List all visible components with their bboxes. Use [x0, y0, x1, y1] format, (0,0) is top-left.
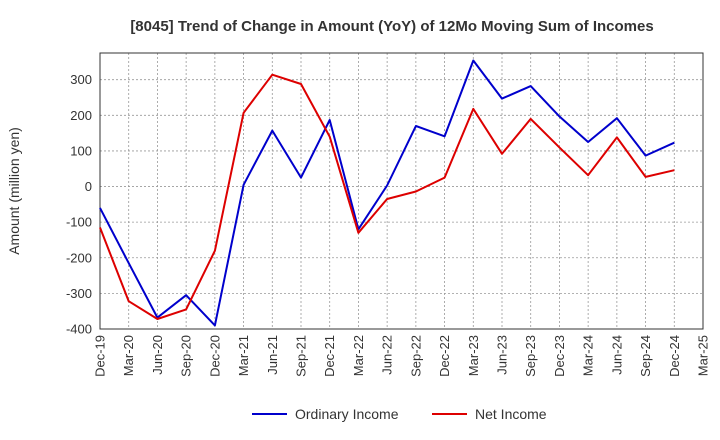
x-tick-label: Dec-24	[667, 335, 682, 377]
plot-area	[99, 52, 704, 330]
y-tick-label: 0	[85, 179, 92, 194]
x-tick-label: Sep-22	[408, 335, 423, 377]
x-tick-label: Mar-25	[696, 335, 711, 376]
y-tick-label: -200	[66, 250, 92, 265]
series-lines	[99, 59, 675, 327]
x-tick-label: Jun-23	[495, 335, 510, 375]
x-tick-label: Sep-23	[523, 335, 538, 377]
series-line-ordinary-income	[99, 59, 675, 327]
x-tick-label: Mar-22	[351, 335, 366, 376]
x-tick-label: Dec-23	[552, 335, 567, 377]
y-tick-label: 200	[70, 108, 92, 123]
x-tick-label: Dec-22	[437, 335, 452, 377]
x-tick-label: Jun-20	[150, 335, 165, 375]
legend-label: Ordinary Income	[295, 406, 399, 422]
x-tick-label: Jun-22	[380, 335, 395, 375]
x-tick-label: Dec-21	[322, 335, 337, 377]
x-tick-label: Mar-21	[236, 335, 251, 376]
legend: Ordinary Income Net Income	[252, 406, 547, 422]
x-tick-label: Mar-24	[581, 335, 596, 376]
x-tick-label: Sep-20	[179, 335, 194, 377]
legend-label: Net Income	[475, 406, 547, 422]
y-tick-label: 100	[70, 143, 92, 158]
x-tick-label: Sep-24	[638, 335, 653, 377]
x-tick-label: Mar-20	[121, 335, 136, 376]
x-tick-label: Jun-21	[265, 335, 280, 375]
y-tick-label: 300	[70, 72, 92, 87]
x-tick-label: Jun-24	[609, 335, 624, 375]
y-tick-label: -400	[66, 322, 92, 337]
y-axis-label: Amount (million yen)	[6, 127, 22, 255]
y-tick-label: -100	[66, 215, 92, 230]
x-tick-label: Dec-20	[207, 335, 222, 377]
x-axis-ticks: Dec-19 Mar-20 Jun-20 Sep-20 Dec-20 Mar-21 Jun-…	[93, 335, 711, 377]
y-axis-ticks: -400 -300 -200 -100 0 100 200 300	[66, 72, 92, 336]
y-tick-label: -300	[66, 286, 92, 301]
x-tick-label: Sep-21	[294, 335, 309, 377]
chart-title: [8045] Trend of Change in Amount (YoY) o…	[130, 18, 653, 35]
series-line-net-income	[99, 73, 675, 320]
x-tick-label: Mar-23	[466, 335, 481, 376]
x-tick-label: Dec-19	[93, 335, 108, 377]
grid-lines	[99, 53, 704, 330]
